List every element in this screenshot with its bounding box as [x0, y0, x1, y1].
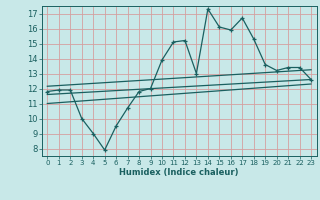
X-axis label: Humidex (Indice chaleur): Humidex (Indice chaleur) — [119, 168, 239, 177]
